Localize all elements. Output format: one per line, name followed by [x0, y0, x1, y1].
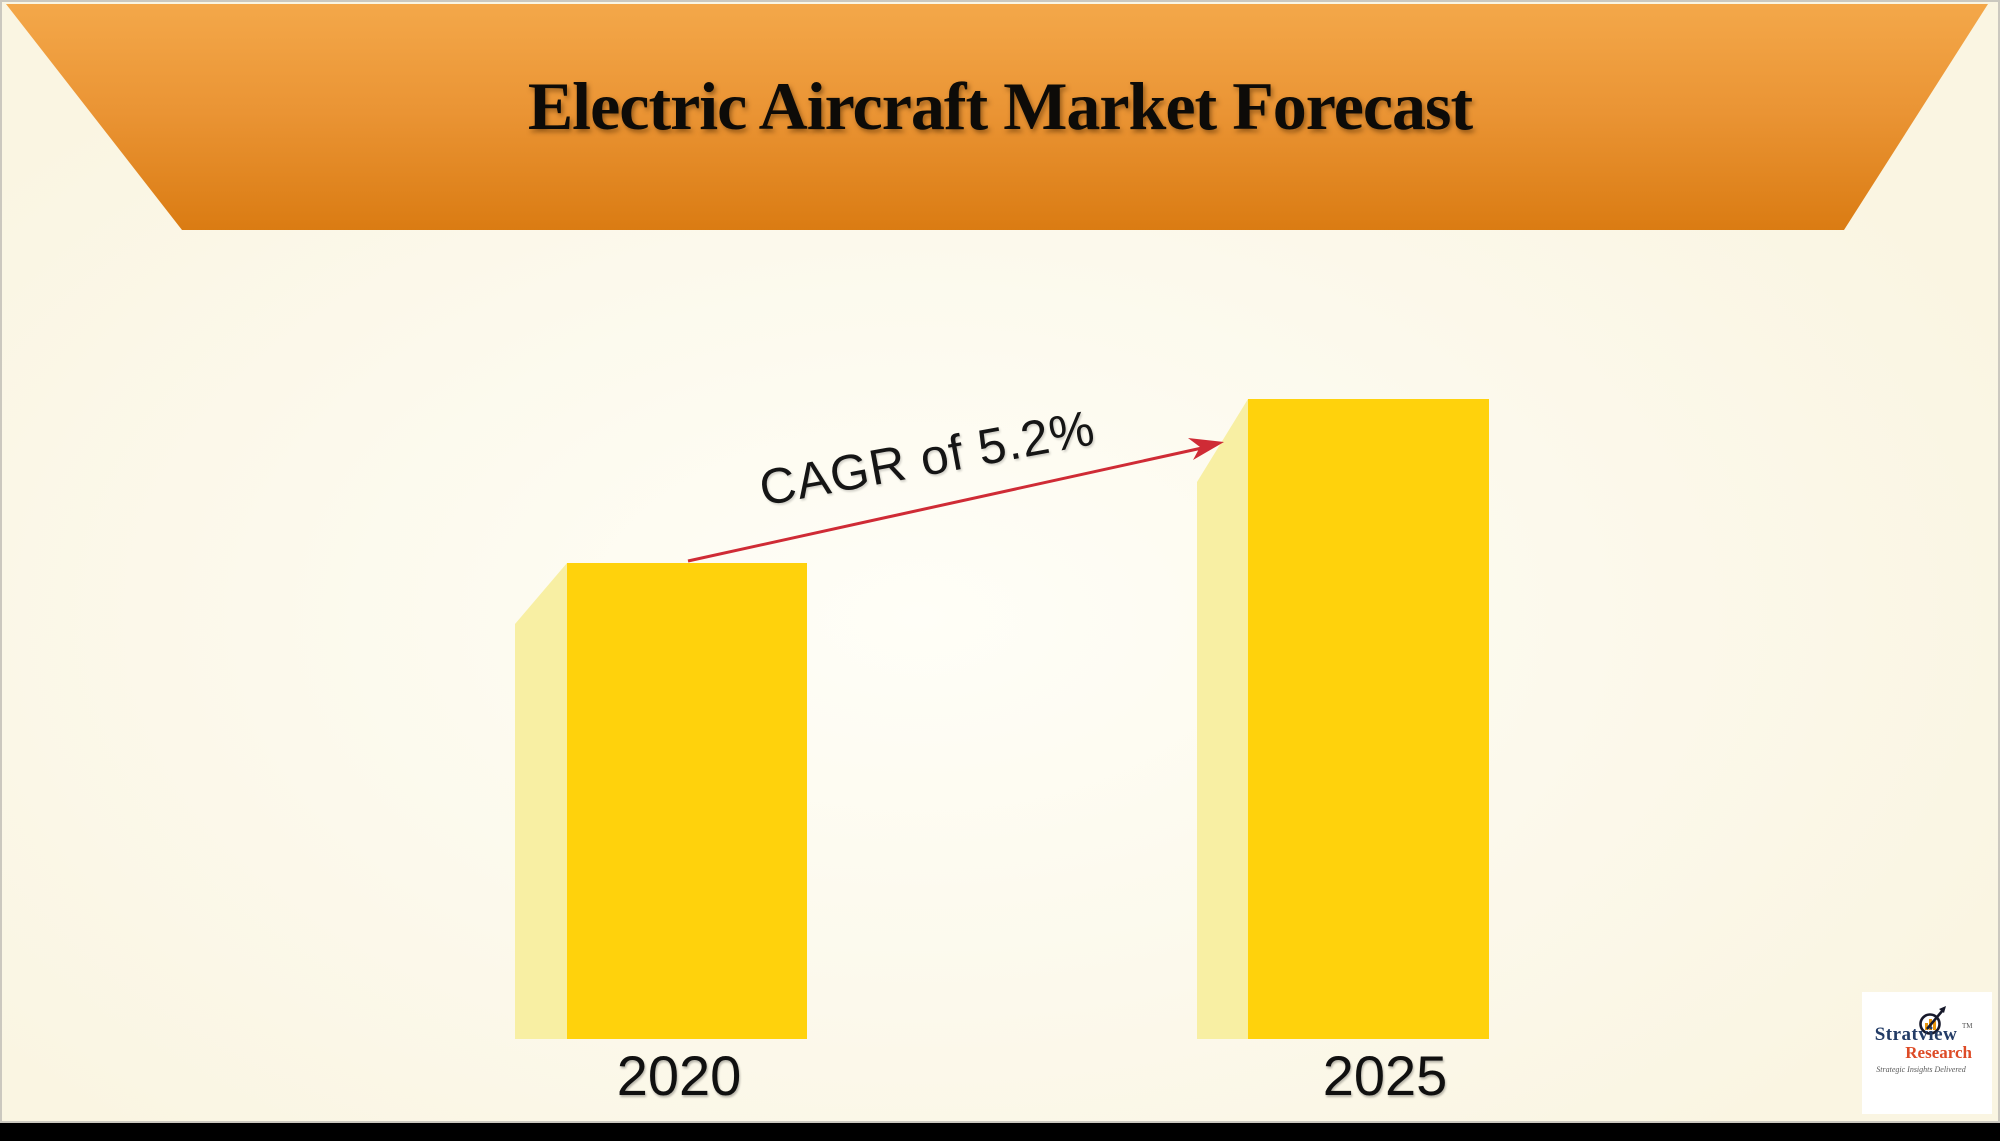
stratview-logo: Stratview TM Research Strategic Insights… [1862, 992, 1992, 1114]
title-banner: Electric Aircraft Market Forecast [6, 4, 1988, 230]
logo-tagline: Strategic Insights Delivered [1876, 1065, 1966, 1074]
magnifier-barchart-icon [1919, 1006, 1946, 1035]
logo-brand-text: Stratview [1874, 1024, 1958, 1045]
bar-2020-side-face [515, 563, 567, 1039]
logo-tm-mark: TM [1962, 1022, 1973, 1030]
cagr-annotation: CAGR of 5.2% [754, 399, 1100, 517]
bar-2020-front-face [567, 563, 807, 1039]
bar-2025-front-face [1248, 399, 1489, 1039]
logo-sub-text: Research [1905, 1043, 1972, 1062]
bar-2025-side-face [1197, 399, 1248, 1039]
category-label-2025: 2025 [1322, 1044, 1448, 1107]
page-title: Electric Aircraft Market Forecast [527, 67, 1473, 144]
category-label-2020: 2020 [616, 1044, 742, 1107]
bottom-black-strip [0, 1123, 2000, 1141]
